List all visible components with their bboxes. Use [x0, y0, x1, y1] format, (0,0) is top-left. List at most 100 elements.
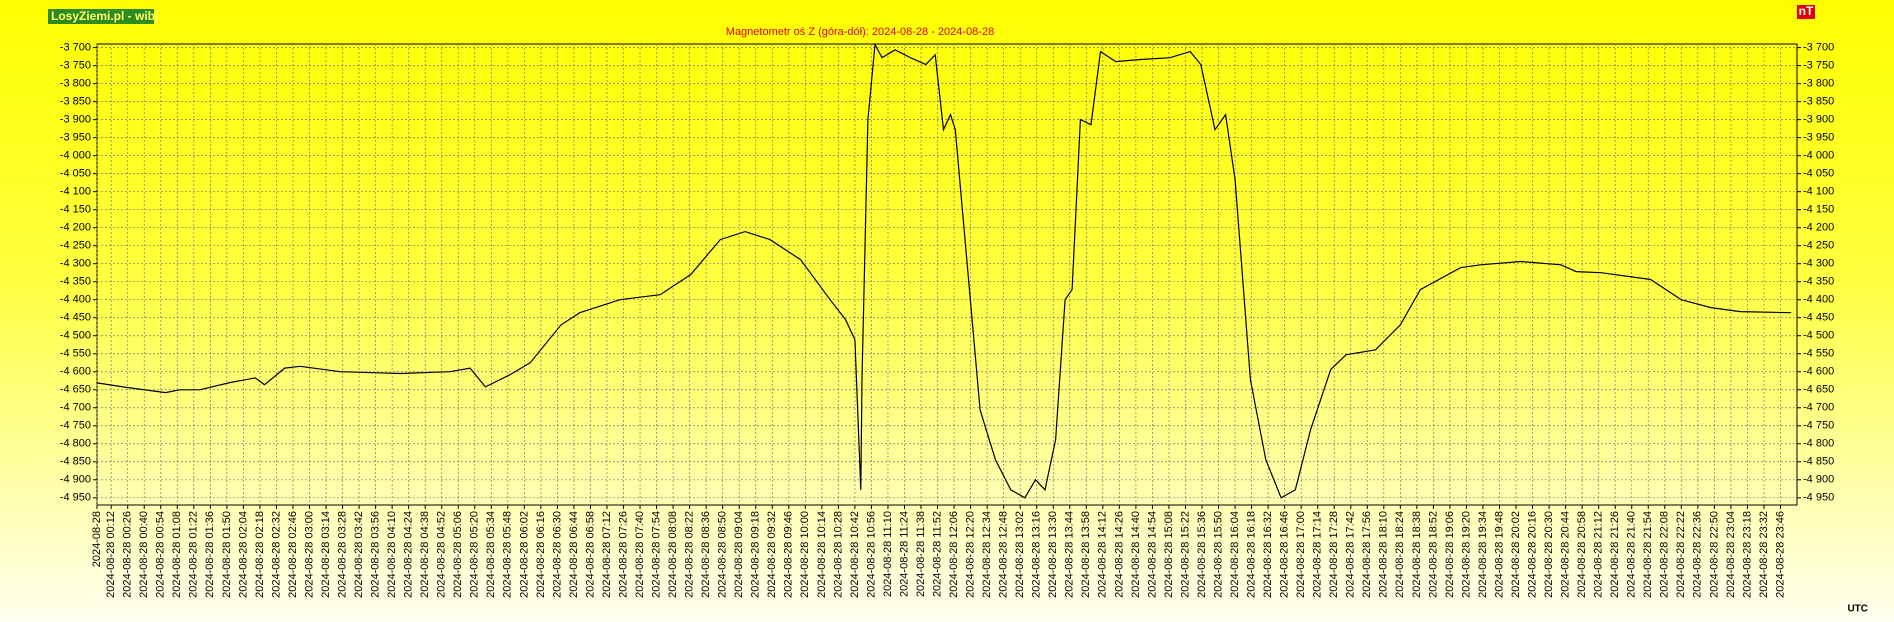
- x-tick-label: 2024-08-28 17:00: [1295, 511, 1307, 598]
- x-tick-label: 2024-08-28 17:42: [1345, 511, 1357, 598]
- y2-tick-label: -4 800: [1803, 438, 1834, 450]
- x-tick-label: 2024-08-28 22:36: [1692, 511, 1704, 598]
- x-tick-label: 2024-08-28 06:16: [535, 511, 547, 598]
- x-tick-label: 2024-08-28 08:22: [684, 511, 696, 598]
- x-tick-label: 2024-08-28 09:04: [733, 511, 745, 598]
- x-tick-label: 2024-08-28 22:50: [1708, 511, 1720, 598]
- y2-tick-label: -3 800: [1803, 78, 1834, 90]
- x-tick-label: 2024-08-28 05:34: [485, 511, 497, 598]
- x-tick-label: 2024-08-28 15:50: [1212, 511, 1224, 598]
- x-tick-label: 2024-08-28 13:58: [1080, 511, 1092, 598]
- y-tick-label: -4 550: [60, 348, 91, 360]
- x-tick-label: 2024-08-28 23:04: [1725, 511, 1737, 598]
- y-tick-label: -4 400: [60, 294, 91, 306]
- x-tick-label: 2024-08-28 16:04: [1229, 511, 1241, 598]
- x-tick-label: 2024-08-28 07:26: [617, 511, 629, 598]
- y-tick-label: -4 150: [60, 204, 91, 216]
- y2-tick-label: -4 350: [1803, 276, 1834, 288]
- x-tick-label: 2024-08-28 20:30: [1543, 511, 1555, 598]
- x-tick-label: 2024-08-28 04:38: [419, 511, 431, 598]
- y-tick-label: -4 800: [60, 438, 91, 450]
- x-tick-label: 2024-08-28 20:44: [1560, 511, 1572, 598]
- y-tick-label: -4 600: [60, 366, 91, 378]
- y2-tick-label: -4 000: [1803, 150, 1834, 162]
- x-tick-label: 2024-08-28 16:18: [1245, 511, 1257, 598]
- y2-tick-label: -4 100: [1803, 186, 1834, 198]
- x-tick-label: 2024-08-28 23:32: [1758, 511, 1770, 598]
- unit: nT: [1799, 4, 1814, 18]
- x-tick-label: 2024-08-28 12:20: [965, 511, 977, 598]
- x-tick-label: 2024-08-28 00:54: [155, 511, 167, 598]
- x-tick-label: 2024-08-28 00:26: [122, 511, 134, 598]
- x-tick-label: 2024-08-28 13:30: [1047, 511, 1059, 598]
- y-tick-label: -4 850: [60, 456, 91, 468]
- x-tick-label: 2024-08-28 16:32: [1262, 511, 1274, 598]
- y2-tick-label: -4 400: [1803, 294, 1834, 306]
- y2-tick-label: -3 900: [1803, 114, 1834, 126]
- x-tick-label: 2024-08-28 02:18: [254, 511, 266, 598]
- x-tick-label: 2024-08-28 03:42: [353, 511, 365, 598]
- x-tick-label: 2024-08-28 03:28: [336, 511, 348, 598]
- y-tick-label: -4 100: [60, 186, 91, 198]
- y2-tick-label: -3 750: [1803, 60, 1834, 72]
- y-tick-label: -4 450: [60, 312, 91, 324]
- x-tick-label: 2024-08-28 17:56: [1361, 511, 1373, 598]
- x-tick-label: 2024-08-28 13:16: [1031, 511, 1043, 598]
- x-tick-label: 2024-08-28 14:54: [1146, 511, 1158, 598]
- x-tick-label: 2024-08-28 03:00: [303, 511, 315, 598]
- x-tick-label: 2024-08-28 20:58: [1576, 511, 1588, 598]
- x-tick-label: 2024-08-28 17:14: [1312, 511, 1324, 598]
- y-tick-label: -4 700: [60, 402, 91, 414]
- timezone: UTC: [1847, 604, 1868, 615]
- data-line: [96, 42, 1792, 499]
- x-tick-label: 2024-08-28 06:58: [584, 511, 596, 598]
- y2-tick-label: -4 900: [1803, 474, 1834, 486]
- x-tick-label: 2024-08-28 01:22: [188, 511, 200, 598]
- plot-frame: [96, 43, 1798, 506]
- x-tick-label: 2024-08-28 01:08: [171, 511, 183, 598]
- y2-tick-label: -3 850: [1803, 96, 1834, 108]
- x-tick-label: 2024-08-28 18:52: [1427, 511, 1439, 598]
- x-tick-label: 2024-08-28 06:02: [518, 511, 530, 598]
- x-tick-label: 2024-08-28 10:56: [865, 511, 877, 598]
- x-tick-label: 2024-08-28 21:26: [1609, 511, 1621, 598]
- y2-tick-label: -3 950: [1803, 132, 1834, 144]
- x-tick-label: 2024-08-28 04:10: [386, 511, 398, 598]
- y-tick-label: -4 500: [60, 330, 91, 342]
- y-tick-label: -3 700: [60, 42, 91, 54]
- x-tick-label: 2024-08-28 01:36: [204, 511, 216, 598]
- x-tick-label: 2024-08-28 07:40: [634, 511, 646, 598]
- x-tick-label: 2024-08-28 09:18: [750, 511, 762, 598]
- x-tick-label: 2024-08-28 14:40: [1130, 511, 1142, 598]
- x-tick-label: 2024-08-28 18:10: [1378, 511, 1390, 598]
- x-tick-label: 2024-08-28 08:50: [717, 511, 729, 598]
- y-tick-label: -4 000: [60, 150, 91, 162]
- y-tick-label: -4 350: [60, 276, 91, 288]
- x-tick-label: 2024-08-28 08:36: [700, 511, 712, 598]
- x-tick-label: 2024-08-28 14:12: [1097, 511, 1109, 598]
- y2-tick-label: -4 300: [1803, 258, 1834, 270]
- x-tick-label: 2024-08-28 01:50: [221, 511, 233, 598]
- y-tick-label: -3 900: [60, 114, 91, 126]
- x-tick-label: 2024-08-28 10:00: [799, 511, 811, 598]
- y2-tick-label: -4 700: [1803, 402, 1834, 414]
- x-tick-label: 2024-08-28 04:24: [403, 511, 415, 598]
- chart-title: Magnetometr oś Z (góra-dół): 2024-08-28 …: [726, 26, 994, 38]
- y2-tick-label: -4 050: [1803, 168, 1834, 180]
- x-tick-label: 2024-08-28 19:48: [1493, 511, 1505, 598]
- x-tick-label: 2024-08-28 14:26: [1113, 511, 1125, 598]
- x-tick-label: 2024-08-28 04:52: [436, 511, 448, 598]
- x-tick-label: 2024-08-28 11:10: [882, 511, 894, 597]
- y-tick-label: -4 050: [60, 168, 91, 180]
- x-tick-label: 2024-08-28 12:48: [998, 511, 1010, 598]
- y-tick-label: -3 950: [60, 132, 91, 144]
- x-tick-label: 2024-08-28 22:08: [1659, 511, 1671, 598]
- y-tick-label: -4 300: [60, 258, 91, 270]
- y2-tick-label: -4 550: [1803, 348, 1834, 360]
- x-tick-label: 2024-08-28 13:44: [1064, 511, 1076, 598]
- y-tick-label: -4 650: [60, 384, 91, 396]
- x-tick-label: 2024-08-28 08:08: [667, 511, 679, 598]
- x-tick-label: 2024-08-28 11:38: [915, 511, 927, 597]
- x-tick-label: 2024-08-28 05:20: [469, 511, 481, 598]
